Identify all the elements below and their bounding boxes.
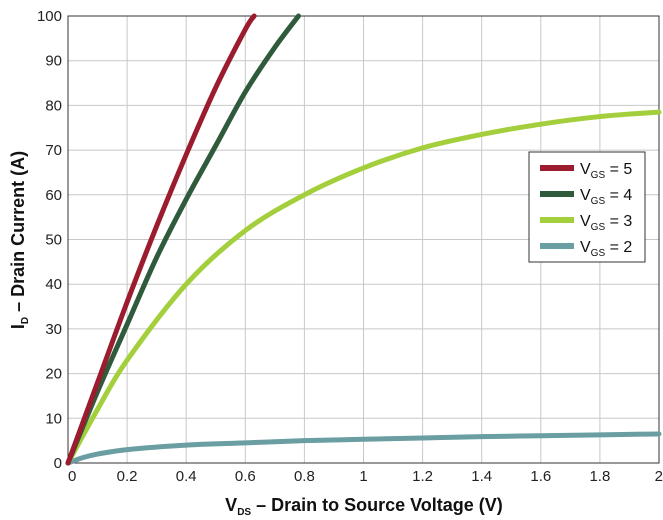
legend-label-vgs-5: VGS = 5 bbox=[580, 161, 632, 181]
axes bbox=[67, 15, 660, 464]
x-tick-label: 1 bbox=[359, 468, 367, 485]
y-tick-label: 60 bbox=[45, 187, 62, 204]
x-tick-label: 0.4 bbox=[176, 468, 197, 485]
x-tick-label: 1.6 bbox=[530, 468, 551, 485]
y-tick-label: 0 bbox=[54, 455, 62, 472]
legend: VGS = 5 VGS = 4 VGS = 3 VGS = 2 bbox=[528, 151, 646, 263]
series-line-vgs-2 bbox=[65, 431, 662, 466]
x-tick-label: 1.4 bbox=[471, 468, 492, 485]
x-tick-label: 0.2 bbox=[117, 468, 138, 485]
x-tick-label: 2 bbox=[655, 468, 663, 485]
x-tick-label: 0.8 bbox=[294, 468, 315, 485]
y-tick-label: 90 bbox=[45, 53, 62, 70]
series-line-vgs-5 bbox=[65, 13, 257, 466]
plot-frame bbox=[67, 15, 660, 464]
series-line-vgs-3 bbox=[65, 109, 662, 466]
legend-label-vgs-4: VGS = 4 bbox=[580, 187, 632, 207]
legend-label-vgs-2: VGS = 2 bbox=[580, 239, 632, 259]
y-axis-title: ID – Drain Current (A) bbox=[8, 151, 31, 329]
y-tick-label: 100 bbox=[37, 8, 62, 25]
y-tick-label: 20 bbox=[45, 366, 62, 383]
y-tick-label: 10 bbox=[45, 410, 62, 427]
y-tick-label: 40 bbox=[45, 276, 62, 293]
series-line-vgs-4 bbox=[65, 13, 301, 466]
x-tick-label: 1.8 bbox=[589, 468, 610, 485]
y-tick-label: 70 bbox=[45, 142, 62, 159]
legend-label-vgs-3: VGS = 3 bbox=[580, 213, 632, 233]
y-tick-label: 50 bbox=[45, 232, 62, 249]
x-tick-label: 0 bbox=[68, 468, 76, 485]
series-layer bbox=[65, 13, 662, 466]
tick-labels: 0 0.2 0.4 0.6 0.8 1 1.2 1.4 1.6 1.8 20102030405060… bbox=[37, 8, 663, 485]
x-tick-label: 0.6 bbox=[235, 468, 256, 485]
x-tick-label: 1.2 bbox=[412, 468, 433, 485]
y-tick-label: 80 bbox=[45, 97, 62, 114]
y-tick-label: 30 bbox=[45, 321, 62, 338]
x-axis-title: VDS – Drain to Source Voltage (V) bbox=[225, 495, 503, 518]
